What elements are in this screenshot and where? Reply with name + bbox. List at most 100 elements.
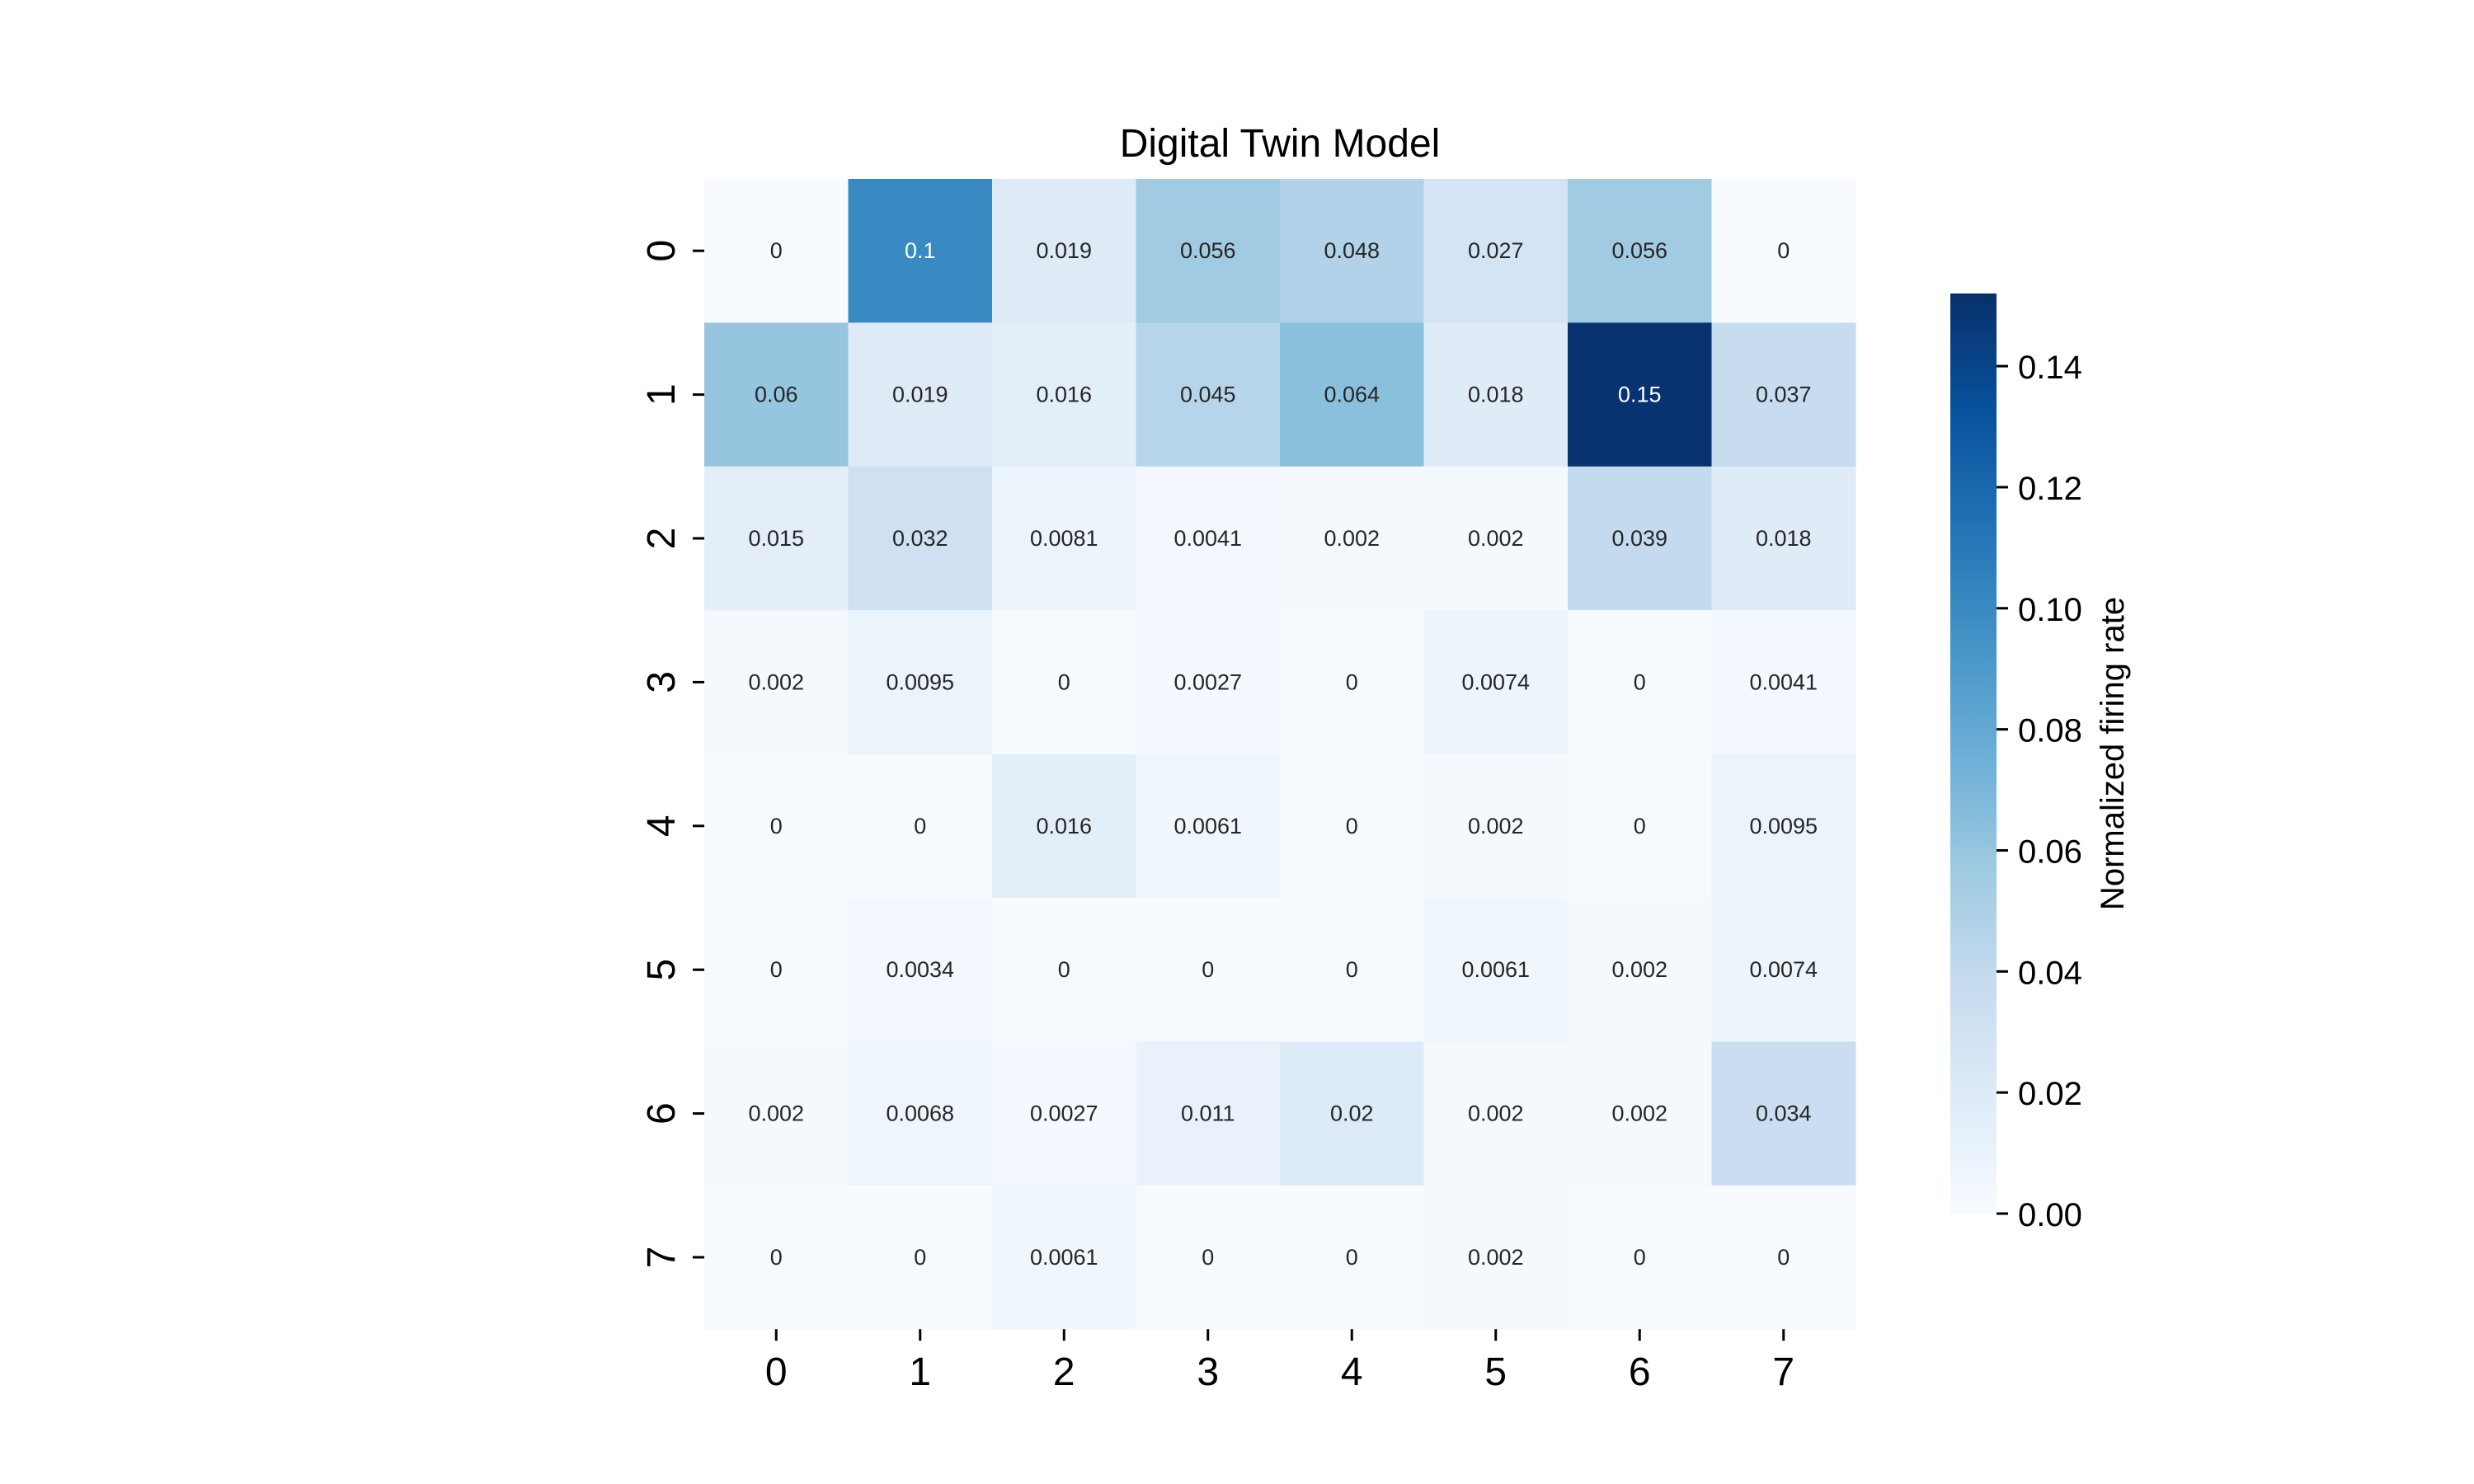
cell-value-label: 0.0041 <box>1174 526 1242 551</box>
cell-value-label: 0.015 <box>748 526 804 551</box>
heatmap-cell <box>1136 898 1281 1042</box>
heatmap-cell <box>1423 898 1569 1042</box>
heatmap-cell <box>992 322 1137 467</box>
cell-value-label: 0.032 <box>892 526 948 551</box>
heatmap-cell <box>704 322 849 467</box>
cell-value-label: 0.0041 <box>1749 669 1818 694</box>
x-tick-label: 0 <box>765 1350 788 1394</box>
heatmap-cell <box>848 1041 993 1186</box>
cell-value-label: 0 <box>1346 814 1358 838</box>
heatmap-cell <box>1711 754 1856 899</box>
heatmap-cell <box>1280 1185 1425 1330</box>
cell-value-label: 0.056 <box>1611 238 1667 263</box>
x-tick-label: 5 <box>1484 1350 1507 1394</box>
cell-value-label: 0 <box>1634 814 1646 838</box>
cell-value-label: 0 <box>1346 957 1358 982</box>
heatmap-cell <box>1568 322 1713 467</box>
heatmap-cell <box>1136 322 1281 467</box>
cell-value-label: 0 <box>1777 1245 1790 1270</box>
heatmap-cell <box>704 179 849 323</box>
cell-value-label: 0 <box>1202 1245 1214 1270</box>
cell-value-label: 0.011 <box>1181 1101 1235 1126</box>
cell-value-label: 0 <box>914 814 926 838</box>
cell-value-label: 0.0027 <box>1174 669 1242 694</box>
heatmap-cell <box>1423 1041 1569 1186</box>
y-tick-label: 5 <box>640 959 684 981</box>
heatmap-cell <box>1711 898 1856 1042</box>
cell-value-label: 0.018 <box>1756 526 1812 551</box>
heatmap-cell <box>1711 466 1856 611</box>
heatmap-cell <box>848 466 993 611</box>
heatmap-cell <box>1136 466 1281 611</box>
colorbar-tick-label: 0.00 <box>2018 1197 2082 1233</box>
heatmap-cell <box>1280 466 1425 611</box>
cell-value-label: 0.02 <box>1330 1101 1374 1126</box>
cell-value-label: 0.002 <box>748 1101 804 1126</box>
heatmap-cell <box>1711 1041 1856 1186</box>
cell-value-label: 0.037 <box>1756 383 1812 407</box>
heatmap-cell <box>992 1041 1137 1186</box>
colorbar-tick-label: 0.10 <box>2018 592 2082 628</box>
heatmap-cell <box>1711 1185 1856 1330</box>
cell-value-label: 0.034 <box>1756 1101 1812 1126</box>
cell-value-label: 0.056 <box>1180 238 1236 263</box>
x-tick-label: 2 <box>1053 1350 1075 1394</box>
colorbar-gradient <box>1950 294 1997 1214</box>
heatmap-cell <box>1136 179 1281 323</box>
cell-value-label: 0.1 <box>905 238 936 263</box>
x-tick-label: 3 <box>1197 1350 1219 1394</box>
cell-value-label: 0 <box>770 957 783 982</box>
cell-value-label: 0.018 <box>1468 383 1524 407</box>
colorbar-tick-label: 0.08 <box>2018 713 2082 749</box>
heatmap-cell <box>1280 610 1425 755</box>
cell-value-label: 0 <box>1634 669 1646 694</box>
colorbar-tick-label: 0.04 <box>2018 955 2082 991</box>
heatmap-cell <box>992 1185 1137 1330</box>
cell-value-label: 0 <box>770 1245 783 1270</box>
cell-value-label: 0.0081 <box>1030 526 1098 551</box>
cell-value-label: 0.002 <box>1611 1101 1667 1126</box>
heatmap-cell <box>1568 1041 1713 1186</box>
heatmap-cell <box>704 754 849 899</box>
chart-title: Digital Twin Model <box>1120 122 1441 166</box>
heatmap-cell <box>992 754 1137 899</box>
heatmap-cell <box>1136 610 1281 755</box>
cell-value-label: 0.15 <box>1618 383 1662 407</box>
cell-value-label: 0.002 <box>1468 814 1524 838</box>
heatmap-cell <box>848 179 993 323</box>
cell-value-label: 0.0027 <box>1030 1101 1098 1126</box>
y-tick-label: 4 <box>640 815 684 837</box>
heatmap-cell <box>1711 179 1856 323</box>
cell-value-label: 0 <box>1058 669 1070 694</box>
x-axis: 0 1 2 3 4 5 6 7 <box>765 1329 1794 1394</box>
cell-value-label: 0.002 <box>748 669 804 694</box>
cell-value-label: 0.064 <box>1324 383 1380 407</box>
heatmap-cell <box>1711 610 1856 755</box>
cell-value-label: 0.002 <box>1468 526 1524 551</box>
heatmap-cell <box>1568 179 1713 323</box>
colorbar-tick-label: 0.14 <box>2018 350 2082 386</box>
colorbar-tick-label: 0.02 <box>2018 1076 2082 1112</box>
cell-value-label: 0 <box>770 814 783 838</box>
heatmap-cell <box>704 1041 849 1186</box>
cell-value-label: 0.048 <box>1324 238 1380 263</box>
cell-value-label: 0.0061 <box>1174 814 1242 838</box>
y-axis: 0 1 2 3 4 5 6 7 <box>640 240 704 1268</box>
heatmap-cell <box>1568 898 1713 1042</box>
heatmap-cell <box>992 610 1137 755</box>
heatmap-cell <box>992 466 1137 611</box>
heatmap-cells <box>704 179 1856 1330</box>
cell-value-label: 0 <box>1202 957 1214 982</box>
cell-value-label: 0.045 <box>1180 383 1236 407</box>
cell-value-label: 0.002 <box>1468 1245 1524 1270</box>
heatmap-cell <box>848 322 993 467</box>
heatmap-cell <box>1423 1185 1569 1330</box>
x-tick-label: 4 <box>1341 1350 1363 1394</box>
y-tick-label: 2 <box>640 528 684 550</box>
heatmap-cell <box>704 466 849 611</box>
cell-value-label: 0 <box>1634 1245 1646 1270</box>
cell-value-label: 0 <box>1346 1245 1358 1270</box>
colorbar-tick-label: 0.06 <box>2018 834 2082 870</box>
heatmap-cell <box>1423 179 1569 323</box>
